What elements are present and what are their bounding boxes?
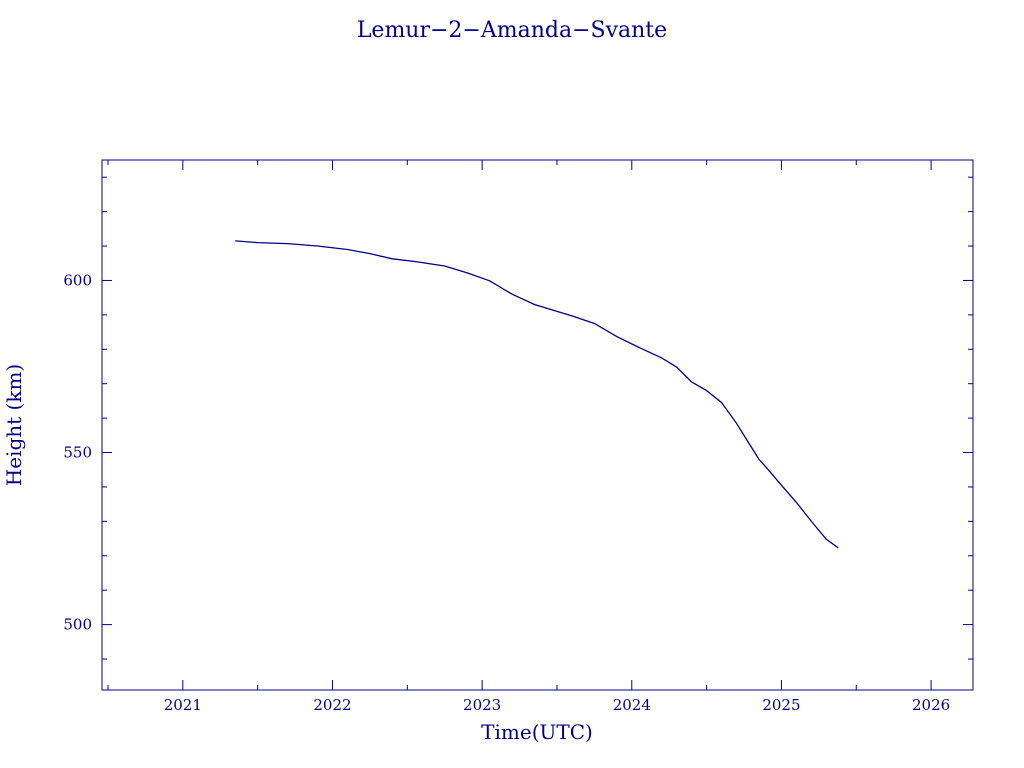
y-axis-label: Height (km): [2, 364, 26, 486]
plot-frame: [101, 159, 974, 691]
y-tick-label: 600: [63, 271, 92, 289]
x-tick-label: 2021: [164, 696, 202, 714]
y-axis-tick-labels: 500 550 600: [63, 271, 92, 633]
x-tick-label: 2023: [463, 696, 501, 714]
x-tick-label: 2024: [613, 696, 651, 714]
y-tick-label: 500: [63, 616, 92, 634]
chart-title: Lemur−2−Amanda−Svante: [357, 18, 667, 43]
x-tick-label: 2022: [313, 696, 351, 714]
x-tick-label: 2026: [912, 696, 950, 714]
x-axis-tick-labels: 2021 2022 2023 2024 2025 2026: [164, 696, 950, 714]
x-axis-ticks: [107, 160, 932, 690]
x-tick-label: 2025: [762, 696, 800, 714]
y-axis-ticks: [102, 176, 973, 660]
y-tick-label: 550: [63, 444, 92, 462]
x-axis-label: Time(UTC): [481, 720, 593, 744]
height-series-line: [235, 240, 839, 549]
